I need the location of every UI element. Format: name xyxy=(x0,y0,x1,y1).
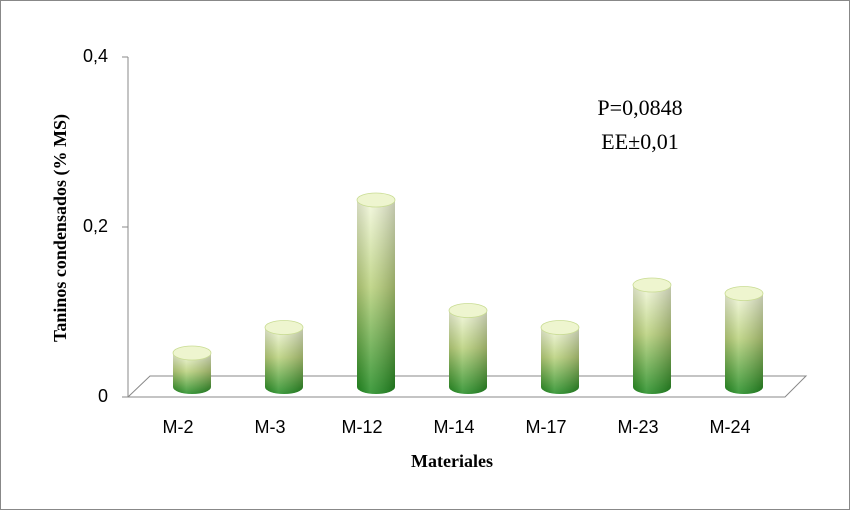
x-tick-label: M-17 xyxy=(525,417,566,437)
annotation: P=0,0848 xyxy=(597,95,682,120)
x-tick-label: M-3 xyxy=(255,417,286,437)
bar-top xyxy=(724,286,764,301)
bar-shade xyxy=(265,327,303,394)
bar xyxy=(632,277,672,394)
bar-top xyxy=(448,303,488,318)
bar xyxy=(172,345,212,394)
bar xyxy=(540,320,580,394)
y-tick-label: 0,4 xyxy=(83,46,108,66)
y-tick-label: 0 xyxy=(98,386,108,406)
bar xyxy=(264,320,304,394)
x-axis-title: Materiales xyxy=(411,451,493,471)
bar-top xyxy=(632,277,672,293)
bar-shade xyxy=(541,327,579,394)
x-tick-label: M-24 xyxy=(709,417,750,437)
bar-shade xyxy=(633,285,671,394)
bar-shade xyxy=(173,353,211,394)
bar xyxy=(724,286,764,394)
bar-top xyxy=(264,320,304,335)
bar-top xyxy=(172,345,212,361)
bar-top xyxy=(356,192,396,208)
bar-shade xyxy=(725,293,763,394)
x-tick-label: M-14 xyxy=(433,417,474,437)
y-axis-title: Taninos condensados (% MS) xyxy=(50,114,71,342)
bar-shade xyxy=(449,310,487,394)
y-tick-label: 0,2 xyxy=(83,216,108,236)
x-tick-label: M-23 xyxy=(617,417,658,437)
bar xyxy=(356,192,396,394)
floor xyxy=(126,375,808,398)
x-tick-label: M-2 xyxy=(163,417,194,437)
bar xyxy=(448,303,488,394)
x-tick-label: M-12 xyxy=(341,417,382,437)
bar-top xyxy=(540,320,580,335)
annotation: EE±0,01 xyxy=(601,129,678,154)
bar-shade xyxy=(357,200,395,394)
